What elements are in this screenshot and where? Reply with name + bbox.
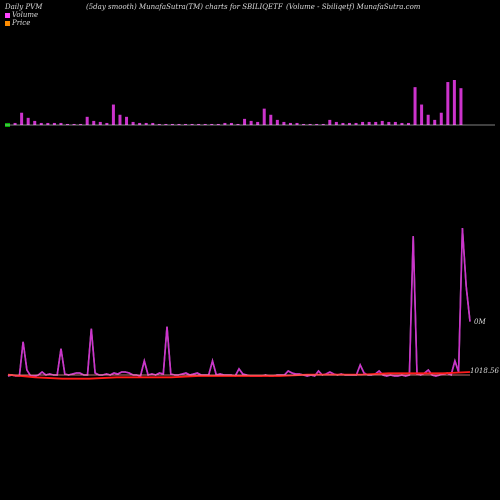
volume-bar <box>105 122 109 125</box>
volume-last-label: 0M <box>474 318 486 326</box>
legend-price: Price <box>5 19 30 27</box>
legend-price-label: Price <box>12 19 31 27</box>
volume-bar <box>92 120 96 125</box>
volume-bar <box>452 80 456 125</box>
volume-bar <box>361 121 365 125</box>
volume-bar <box>125 116 129 125</box>
volume-bar <box>256 121 260 125</box>
legend-volume: Volume <box>5 11 38 19</box>
volume-bar <box>426 114 430 125</box>
header-left: Daily PVM <box>5 3 43 11</box>
volume-bar <box>170 123 174 125</box>
volume-line-glow <box>7 227 471 377</box>
volume-bar <box>295 122 299 125</box>
price-last-label: 1018.56 <box>470 367 499 375</box>
volume-bar <box>111 104 115 125</box>
volume-bar <box>118 114 122 125</box>
volume-bar <box>151 122 155 125</box>
volume-bar <box>433 119 437 125</box>
volume-bar <box>66 123 70 125</box>
volume-bar <box>393 121 397 125</box>
volume-bar <box>164 123 168 125</box>
volume-bar <box>374 121 378 125</box>
volume-bar <box>46 122 50 125</box>
volume-bar <box>308 123 312 125</box>
header-center: (5day smooth) MunafaSutra(TM) charts for… <box>86 3 283 11</box>
volume-bar <box>33 120 37 125</box>
volume-bar <box>216 123 220 125</box>
volume-bar <box>79 123 83 125</box>
volume-bar <box>367 121 371 125</box>
volume-bar <box>315 123 319 125</box>
volume-bar <box>229 122 233 125</box>
volume-bar <box>157 123 161 125</box>
volume-bar <box>347 122 351 125</box>
volume-bar <box>39 122 43 125</box>
legend-volume-swatch <box>5 12 10 18</box>
volume-bar <box>282 121 286 125</box>
volume-bar <box>190 123 194 125</box>
header-right: (Volume - Sbiliqetf) MunafaSutra.com <box>286 3 421 11</box>
volume-bar <box>243 118 247 125</box>
volume-bar <box>197 123 201 125</box>
volume-bar <box>380 120 384 125</box>
volume-bar <box>269 114 273 125</box>
volume-bar <box>459 88 463 125</box>
volume-bar <box>420 104 424 125</box>
volume-bar <box>223 122 227 125</box>
volume-bar <box>328 119 332 125</box>
volume-bar <box>400 122 404 125</box>
volume-bar <box>236 123 240 125</box>
volume-line <box>7 227 471 377</box>
volume-bar <box>321 123 325 125</box>
volume-bar <box>341 122 345 125</box>
legend-volume-label: Volume <box>12 11 39 19</box>
volume-bar <box>52 122 56 125</box>
price-line <box>7 371 471 380</box>
volume-bar <box>138 122 142 125</box>
volume-bar <box>446 82 450 125</box>
volume-bar <box>72 123 76 125</box>
volume-bar <box>184 123 188 125</box>
volume-bar <box>98 121 102 125</box>
volume-bar <box>413 87 417 125</box>
volume-bar <box>144 122 148 125</box>
volume-bar <box>354 122 358 125</box>
volume-bar <box>26 117 30 125</box>
volume-bar <box>275 119 279 125</box>
volume-bar <box>20 112 24 125</box>
volume-bar <box>85 116 89 125</box>
volume-bar <box>439 112 443 125</box>
volume-bar <box>210 123 214 125</box>
legend-price-swatch <box>5 20 10 26</box>
volume-bar <box>302 123 306 125</box>
volume-bar <box>203 123 207 125</box>
volume-bar <box>131 121 135 125</box>
volume-bar <box>59 122 63 125</box>
volume-bar <box>288 122 292 125</box>
volume-bar <box>387 121 391 125</box>
volume-bar <box>334 121 338 125</box>
volume-bar <box>13 122 17 125</box>
volume-bar <box>406 122 410 125</box>
volume-bar <box>177 123 181 125</box>
volume-bar <box>262 108 266 125</box>
volume-bar <box>249 120 253 125</box>
